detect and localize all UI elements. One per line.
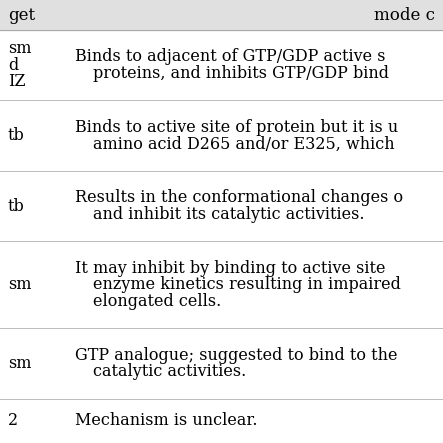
Text: 2: 2: [8, 412, 18, 429]
Text: Binds to adjacent of GTP/GDP active s: Binds to adjacent of GTP/GDP active s: [75, 48, 385, 66]
Text: sm: sm: [8, 276, 31, 293]
Bar: [0, 241, 443, 329]
Bar: [0, 171, 443, 241]
Text: GTP analogue; suggested to bind to the: GTP analogue; suggested to bind to the: [75, 347, 397, 364]
Text: tb: tb: [8, 127, 25, 144]
Text: elongated cells.: elongated cells.: [93, 293, 221, 310]
Text: Results in the conformational changes o: Results in the conformational changes o: [75, 190, 403, 206]
Text: proteins, and inhibits GTP/GDP bind: proteins, and inhibits GTP/GDP bind: [93, 65, 389, 82]
Text: Mechanism is unclear.: Mechanism is unclear.: [75, 412, 257, 429]
Text: d: d: [8, 57, 18, 74]
Text: IZ: IZ: [8, 73, 26, 90]
Bar: [0, 329, 443, 399]
Text: catalytic activities.: catalytic activities.: [93, 363, 246, 381]
Text: enzyme kinetics resulting in impaired: enzyme kinetics resulting in impaired: [93, 276, 401, 293]
Text: amino acid D265 and/or E325, which: amino acid D265 and/or E325, which: [93, 136, 395, 152]
Text: tb: tb: [8, 198, 25, 215]
Bar: [0, 399, 443, 443]
Text: mode c: mode c: [374, 7, 435, 23]
Bar: [0, 0, 443, 30]
Text: and inhibit its catalytic activities.: and inhibit its catalytic activities.: [93, 206, 365, 223]
Bar: [0, 101, 443, 171]
Text: Binds to active site of protein but it is u: Binds to active site of protein but it i…: [75, 119, 398, 136]
Text: It may inhibit by binding to active site: It may inhibit by binding to active site: [75, 260, 385, 277]
Text: sm: sm: [8, 355, 31, 372]
Bar: [0, 30, 443, 101]
Text: get: get: [8, 7, 35, 23]
Text: sm: sm: [8, 40, 31, 57]
